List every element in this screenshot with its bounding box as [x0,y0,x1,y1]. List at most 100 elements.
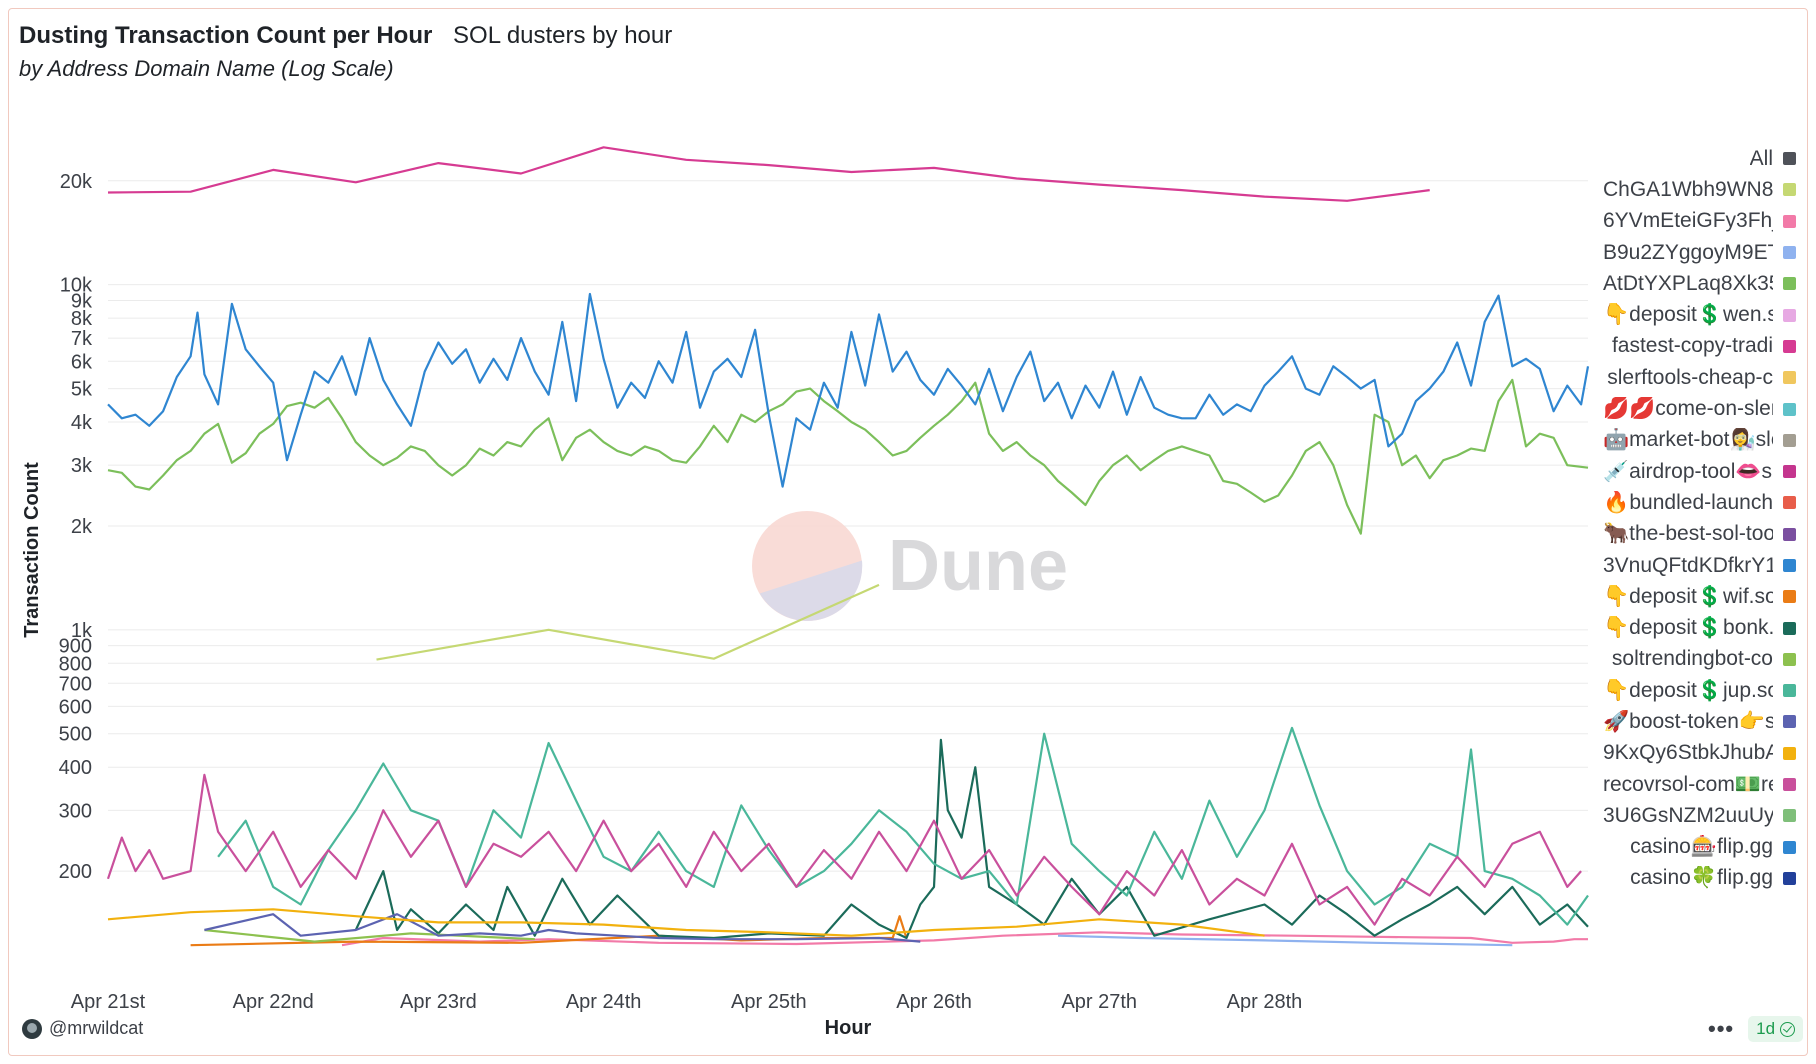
legend-item[interactable]: 👇deposit💲wif.so [1600,581,1796,612]
y-tick-label: 6k [71,351,93,373]
legend-item[interactable]: soltrendingbot-co [1600,644,1796,675]
series-line-18 [204,913,921,943]
legend-swatch [1783,746,1796,760]
legend-swatch [1783,715,1796,729]
legend-label: recovrsol-com💵re [1603,772,1773,796]
legend-item[interactable]: 3VnuQFtdKDfkrY1 [1600,550,1796,581]
y-tick-label: 400 [59,757,92,779]
y-tick-label: 200 [59,861,92,883]
legend-item[interactable]: 🔥bundled-launch [1600,487,1796,518]
legend-label: 9KxQy6StbkJhubA [1603,741,1773,765]
refresh-status-badge[interactable]: 1d [1748,1016,1804,1042]
legend-swatch [1783,621,1796,635]
legend-swatch [1783,778,1796,792]
series-line-1 [376,583,880,661]
legend-swatch [1783,496,1796,510]
chart-header: Dusting Transaction Count per Hour SOL d… [19,22,672,50]
legend-item[interactable]: slerftools-cheap-c [1600,362,1796,393]
legend-label: 3U6GsNZM2uuUy [1603,803,1773,827]
series-line-15 [354,738,1589,940]
chart-actions: ••• 1d [1708,1016,1804,1042]
legend-item[interactable]: 9KxQy6StbkJhubA [1600,738,1796,769]
legend-swatch [1783,152,1796,166]
legend-swatch [1783,214,1796,228]
legend-item[interactable]: fastest-copy-tradi [1600,331,1796,362]
legend-label: soltrendingbot-co [1611,647,1773,671]
legend-swatch [1783,402,1796,416]
x-axis-title: Hour [825,1017,872,1039]
author-name: @mrwildcat [49,1018,144,1038]
legend-swatch [1783,246,1796,260]
dune-logo-shade [759,560,863,621]
x-tick-label: Apr 23rd [400,991,477,1013]
legend-swatch [1783,433,1796,447]
legend-item[interactable]: 👇deposit💲jup.so [1600,675,1796,706]
legend-label: AtDtYXPLaq8Xk35 [1603,271,1773,295]
y-tick-label: 20k [60,171,93,193]
legend-item[interactable]: recovrsol-com💵re [1600,769,1796,800]
y-tick-label: 10k [60,275,93,297]
chart-caption: by Address Domain Name (Log Scale) [19,56,394,81]
legend-label: All [1749,146,1773,170]
legend-item[interactable]: casino🍀flip.gg [1600,863,1796,894]
legend-swatch [1783,840,1796,854]
legend-swatch [1783,527,1796,541]
chart-legend: All ChGA1Wbh9WN8I 6YVmEteiGFy3Fhj B9u2ZYggo… [1600,143,1796,894]
legend-label: 💋💋come-on-sler [1603,397,1773,421]
legend-item[interactable]: 3U6GsNZM2uuUy [1600,800,1796,831]
legend-swatch [1783,465,1796,479]
legend-label: 🐂the-best-sol-too [1603,522,1773,546]
chart-subtitle: SOL dusters by hour [453,22,673,49]
y-axis-title: Transaction Count [21,462,43,638]
y-tick-label: 900 [59,636,92,658]
legend-item[interactable]: 🐂the-best-sol-too [1600,519,1796,550]
watermark-text: Dune [888,526,1068,606]
series-line-4 [107,378,1589,535]
legend-item[interactable]: AtDtYXPLaq8Xk35 [1600,268,1796,299]
legend-swatch [1783,277,1796,291]
dune-watermark: Dune [752,511,1068,621]
y-tick-label: 8k [71,308,93,330]
author-credit[interactable]: @mrwildcat [22,1018,143,1039]
legend-label: 6YVmEteiGFy3Fhj [1603,209,1773,233]
legend-item[interactable]: 👇deposit💲wen.s [1600,299,1796,330]
legend-item[interactable]: casino🎰flip.gg [1600,832,1796,863]
x-tick-label: Apr 21st [71,991,146,1013]
legend-swatch [1783,590,1796,604]
legend-label: 👇deposit💲wen.s [1603,303,1773,327]
series-lines [106,146,1590,947]
legend-item[interactable]: 💉airdrop-tool👄sl [1600,456,1796,487]
series-line-19 [107,908,1265,937]
legend-swatch [1783,183,1796,197]
legend-swatch [1783,684,1796,698]
legend-label: 🔥bundled-launch [1603,490,1773,514]
y-tick-label: 9k [71,290,93,312]
series-line-17 [217,726,1589,926]
legend-label: ChGA1Wbh9WN8I [1603,177,1773,201]
x-tick-label: Apr 27th [1061,991,1137,1013]
legend-item[interactable]: 🚀boost-token👉s [1600,706,1796,737]
y-tick-label: 3k [71,455,93,477]
series-line-13 [107,292,1590,488]
legend-label: B9u2ZYggoyM9ET [1603,240,1773,264]
legend-item[interactable]: 6YVmEteiGFy3Fhj [1600,206,1796,237]
legend-label: slerftools-cheap-c [1607,365,1773,389]
series-line-6 [107,146,1430,202]
more-options-button[interactable]: ••• [1708,1016,1735,1041]
legend-item[interactable]: 🤖market-bot👩‍🔬sle [1600,425,1796,456]
chart-card [8,8,1808,1056]
legend-swatch [1783,339,1796,353]
y-gridlines [108,180,1588,872]
legend-item[interactable]: B9u2ZYggoyM9ET [1600,237,1796,268]
x-tick-label: Apr 28th [1227,991,1303,1013]
legend-item[interactable]: ChGA1Wbh9WN8I [1600,174,1796,205]
y-tick-label: 7k [71,328,93,350]
legend-item[interactable]: 👇deposit💲bonk.s [1600,612,1796,643]
legend-item[interactable]: All [1600,143,1796,174]
legend-item[interactable]: 💋💋come-on-sler [1600,393,1796,424]
series-line-3 [1057,934,1513,947]
legend-swatch [1783,871,1796,885]
x-tick-label: Apr 24th [566,991,642,1013]
series-line-16 [204,928,535,943]
